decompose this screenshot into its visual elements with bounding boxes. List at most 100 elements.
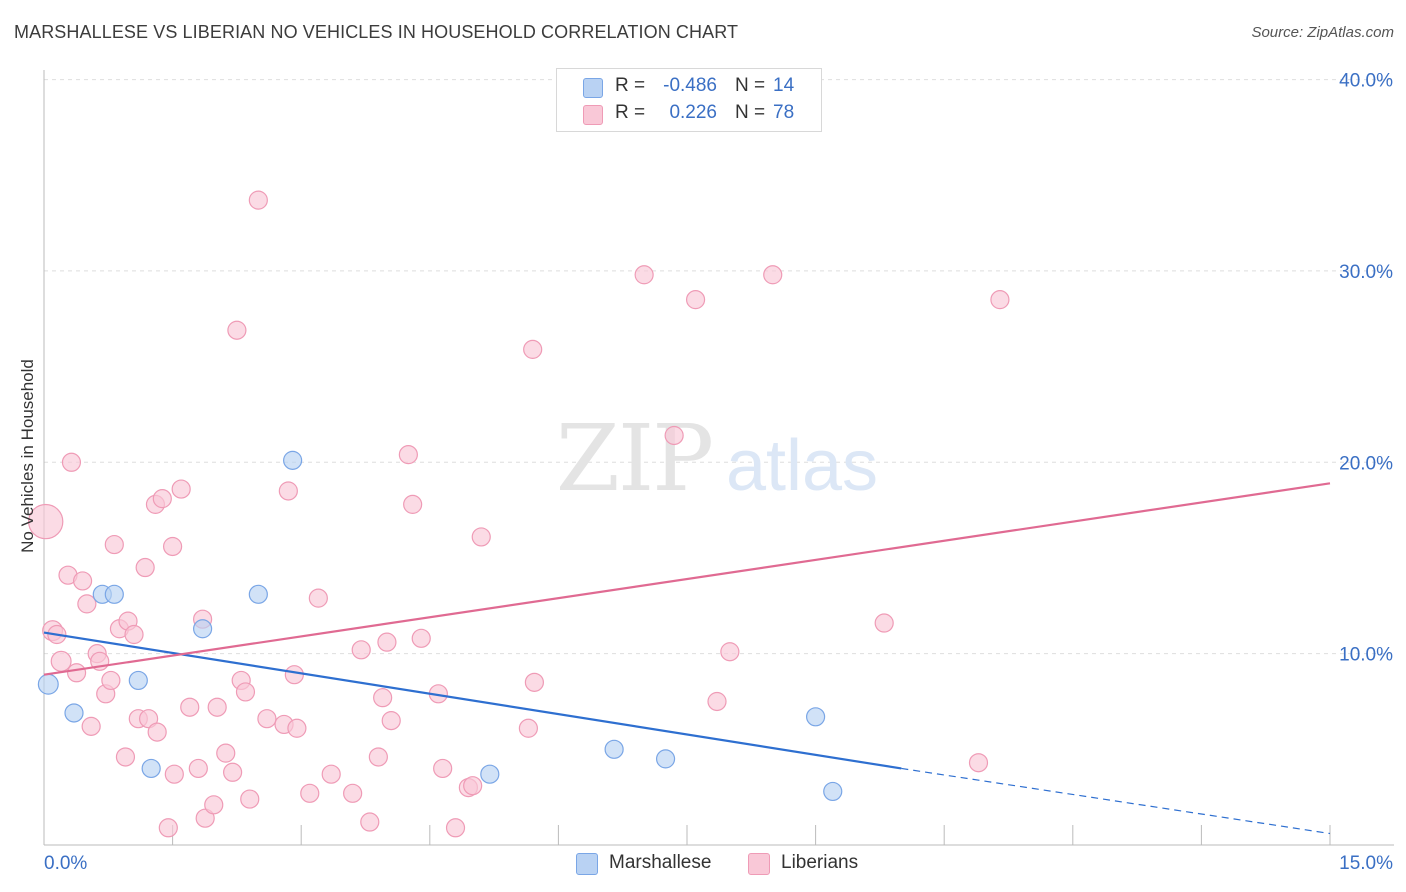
- marshallese-point: [655, 749, 676, 769]
- liberians-point: [300, 783, 320, 803]
- marshallese-point: [193, 619, 213, 639]
- y-axis-label: No Vehicles in Household: [18, 359, 37, 553]
- marshallese-point: [64, 703, 84, 723]
- liberians-point: [463, 776, 483, 796]
- chart-title: MARSHALLESE VS LIBERIAN NO VEHICLES IN H…: [14, 22, 739, 42]
- liberians-point: [368, 747, 388, 767]
- liberians-point: [207, 697, 227, 717]
- liberians-point: [377, 632, 397, 652]
- liberians-point: [403, 494, 423, 514]
- liberians-point: [171, 479, 191, 499]
- liberians-point: [990, 290, 1010, 310]
- liberians-point: [523, 339, 543, 359]
- marshallese-point: [37, 673, 59, 695]
- liberians-point: [152, 489, 172, 509]
- x-tick-label-max: 15.0%: [1339, 853, 1393, 874]
- watermark-zip: ZIP: [556, 405, 712, 512]
- r-value: 0.226: [669, 102, 717, 123]
- liberians-point: [240, 789, 260, 809]
- r-value: -0.486: [663, 75, 717, 96]
- liberians-point: [66, 663, 87, 683]
- marshallese-point: [480, 764, 500, 784]
- y-tick-label: 40.0%: [1339, 71, 1393, 92]
- n-label: N =: [735, 75, 766, 96]
- y-tick-label: 20.0%: [1339, 453, 1393, 474]
- source-label: Source: ZipAtlas.com: [1251, 24, 1394, 41]
- liberians-point: [518, 718, 538, 738]
- marshallese-trend-extension: [901, 767, 1331, 835]
- liberians-point: [138, 709, 159, 729]
- n-value: 14: [773, 75, 795, 96]
- marshallese-legend-swatch: [576, 853, 598, 875]
- stats-row-liberians: R = 0.226 N = 78: [557, 102, 821, 126]
- liberians-point: [707, 691, 727, 712]
- liberians-legend-label: Liberians: [781, 852, 859, 873]
- liberians-point: [164, 764, 184, 784]
- liberians-point: [664, 425, 684, 446]
- liberians-point: [968, 753, 989, 773]
- liberians-point: [135, 557, 155, 578]
- liberians-point: [373, 688, 393, 708]
- liberians-point: [188, 758, 208, 779]
- r-label: R =: [615, 75, 646, 96]
- liberians-point: [216, 743, 236, 763]
- marshallese-point: [104, 584, 124, 604]
- liberians-point: [360, 812, 380, 832]
- liberians-point: [720, 642, 740, 662]
- liberians-point: [101, 670, 121, 691]
- liberians-point: [381, 711, 401, 731]
- liberians-point: [180, 697, 200, 717]
- marshallese-point: [604, 739, 624, 759]
- liberians-point: [50, 650, 72, 672]
- liberians-point: [308, 588, 328, 608]
- liberians-point: [398, 445, 418, 465]
- stats-row-marshallese: R = -0.486 N = 14: [557, 75, 821, 99]
- trend-lines: [43, 482, 1331, 835]
- liberians-point: [248, 190, 268, 210]
- watermark-atlas: atlas: [726, 426, 878, 506]
- marshallese-legend-label: Marshallese: [609, 852, 712, 873]
- n-value: 78: [773, 102, 795, 123]
- liberians-point: [411, 628, 431, 648]
- liberians-trend-line: [43, 482, 1331, 676]
- y-tick-label: 30.0%: [1339, 262, 1393, 283]
- liberians-point: [28, 503, 64, 540]
- liberians-point: [874, 613, 894, 633]
- stats-legend: R = -0.486 N = 14 R = 0.226 N = 78: [556, 68, 822, 132]
- liberians-point: [61, 452, 82, 472]
- marshallese-swatch: [583, 78, 603, 98]
- n-label: N =: [735, 102, 766, 123]
- liberians-point: [104, 534, 124, 555]
- liberians-point: [471, 527, 491, 547]
- r-label: R =: [615, 102, 646, 123]
- liberians-point: [158, 818, 178, 838]
- marshallese-point: [823, 781, 843, 802]
- liberians-point: [163, 536, 183, 557]
- marshallese-point: [283, 450, 303, 470]
- axes: [43, 70, 1394, 846]
- liberians-point: [147, 722, 167, 742]
- liberians-point: [287, 718, 307, 738]
- liberians-point: [81, 716, 101, 736]
- gridlines: [44, 79, 1394, 655]
- marshallese-point: [248, 584, 268, 604]
- watermark: ZIP atlas: [556, 405, 878, 512]
- liberians-point: [235, 682, 256, 702]
- liberians-point: [124, 624, 144, 645]
- liberians-point: [763, 265, 783, 285]
- liberians-point: [195, 808, 215, 828]
- liberians-point: [634, 265, 654, 285]
- liberians-point: [278, 481, 298, 501]
- liberians-point: [445, 818, 466, 838]
- liberians-point: [115, 747, 136, 767]
- liberians-point: [223, 762, 243, 782]
- marshallese-point: [128, 670, 148, 691]
- liberians-point: [433, 758, 453, 779]
- liberians-point: [685, 290, 706, 310]
- liberians-point: [77, 594, 97, 614]
- liberians-point: [524, 672, 544, 692]
- liberians-point: [72, 571, 93, 591]
- liberians-point: [351, 640, 371, 660]
- marshallese-trend-line: [43, 631, 902, 770]
